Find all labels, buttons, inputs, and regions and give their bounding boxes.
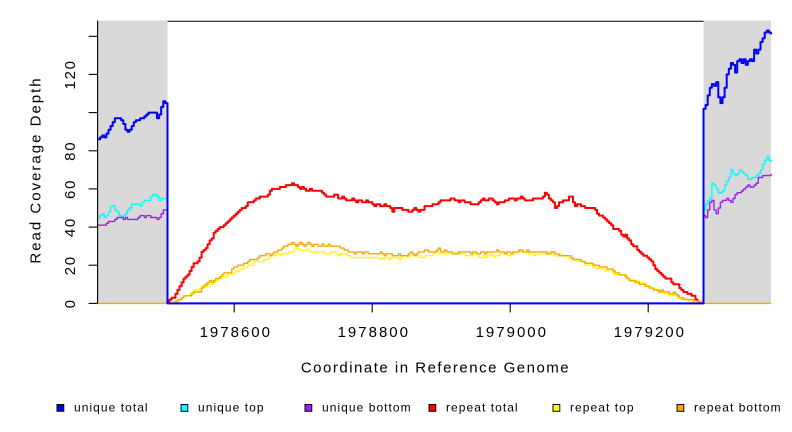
svg-text:1979000: 1979000	[476, 324, 548, 341]
svg-text:60: 60	[62, 179, 79, 199]
svg-text:unique bottom: unique bottom	[322, 400, 412, 414]
svg-text:repeat top: repeat top	[570, 400, 635, 414]
svg-text:repeat total: repeat total	[446, 400, 519, 414]
svg-text:1978600: 1978600	[200, 324, 272, 341]
svg-text:unique total: unique total	[74, 400, 149, 414]
svg-text:80: 80	[62, 141, 79, 161]
svg-text:40: 40	[62, 217, 79, 237]
svg-text:Coordinate in Reference Genome: Coordinate in Reference Genome	[301, 360, 570, 377]
svg-text:Read Coverage Depth: Read Coverage Depth	[28, 76, 45, 263]
svg-text:20: 20	[62, 255, 79, 275]
svg-text:1979200: 1979200	[614, 324, 686, 341]
svg-text:unique top: unique top	[198, 400, 265, 414]
svg-text:120: 120	[62, 59, 79, 89]
svg-text:0: 0	[62, 298, 79, 308]
svg-text:repeat bottom: repeat bottom	[694, 400, 782, 414]
svg-text:1978800: 1978800	[338, 324, 410, 341]
